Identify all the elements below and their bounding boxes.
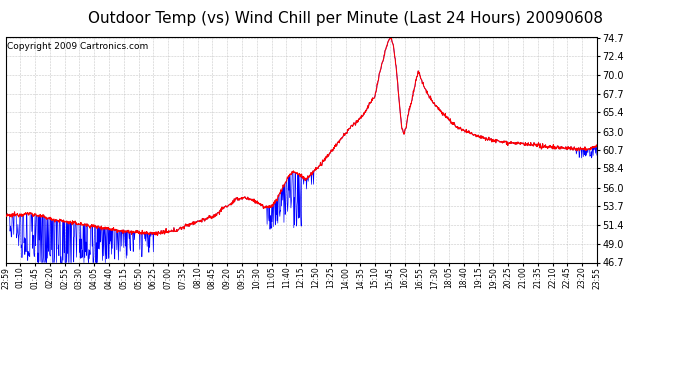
Text: Copyright 2009 Cartronics.com: Copyright 2009 Cartronics.com bbox=[7, 42, 148, 51]
Text: Outdoor Temp (vs) Wind Chill per Minute (Last 24 Hours) 20090608: Outdoor Temp (vs) Wind Chill per Minute … bbox=[88, 11, 602, 26]
